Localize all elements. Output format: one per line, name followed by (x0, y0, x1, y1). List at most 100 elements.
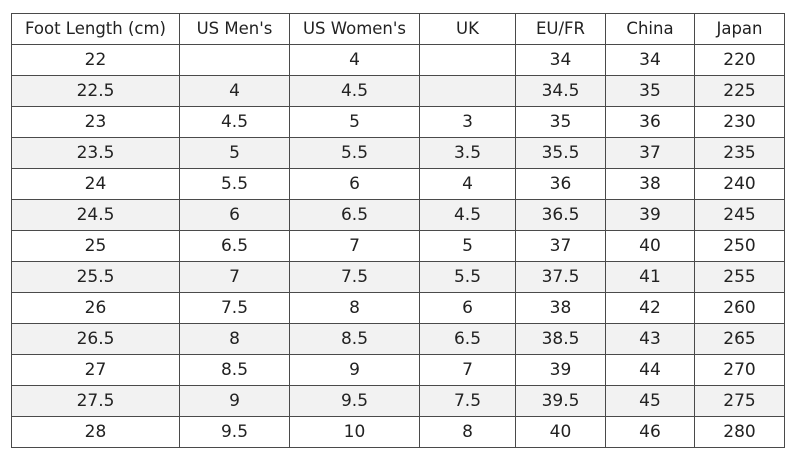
cell-uk (419, 75, 516, 107)
cell-japan: 240 (694, 168, 785, 200)
table-row: 25.5 7 7.5 5.5 37.5 41 255 (11, 261, 785, 293)
cell-china: 43 (605, 323, 695, 355)
cell-china: 36 (605, 106, 695, 138)
cell-foot-length: 23 (11, 106, 180, 138)
table-row: 27 8.5 9 7 39 44 270 (11, 354, 785, 386)
cell-japan: 270 (694, 354, 785, 386)
cell-us-mens: 7 (179, 261, 290, 293)
cell-china: 42 (605, 292, 695, 324)
cell-eu-fr: 39 (515, 354, 606, 386)
cell-foot-length: 26 (11, 292, 180, 324)
cell-foot-length: 24.5 (11, 199, 180, 231)
cell-foot-length: 27.5 (11, 385, 180, 417)
cell-us-womens: 6.5 (289, 199, 420, 231)
table-row: 23 4.5 5 3 35 36 230 (11, 106, 785, 138)
cell-eu-fr: 34 (515, 44, 606, 76)
table-row: 24 5.5 6 4 36 38 240 (11, 168, 785, 200)
cell-china: 34 (605, 44, 695, 76)
cell-japan: 250 (694, 230, 785, 262)
cell-us-mens: 6 (179, 199, 290, 231)
cell-foot-length: 24 (11, 168, 180, 200)
cell-japan: 220 (694, 44, 785, 76)
cell-china: 35 (605, 75, 695, 107)
cell-china: 45 (605, 385, 695, 417)
cell-us-womens: 7 (289, 230, 420, 262)
cell-eu-fr: 36.5 (515, 199, 606, 231)
cell-foot-length: 25 (11, 230, 180, 262)
cell-japan: 280 (694, 416, 785, 448)
table-row: 25 6.5 7 5 37 40 250 (11, 230, 785, 262)
cell-uk: 4 (419, 168, 516, 200)
cell-us-womens: 4.5 (289, 75, 420, 107)
cell-us-mens: 9.5 (179, 416, 290, 448)
cell-japan: 235 (694, 137, 785, 169)
cell-eu-fr: 34.5 (515, 75, 606, 107)
cell-us-womens: 4 (289, 44, 420, 76)
table-row: 27.5 9 9.5 7.5 39.5 45 275 (11, 385, 785, 417)
header-foot-length: Foot Length (cm) (11, 13, 180, 45)
cell-japan: 260 (694, 292, 785, 324)
cell-japan: 265 (694, 323, 785, 355)
cell-eu-fr: 39.5 (515, 385, 606, 417)
cell-eu-fr: 36 (515, 168, 606, 200)
cell-us-mens: 9 (179, 385, 290, 417)
cell-foot-length: 25.5 (11, 261, 180, 293)
cell-china: 39 (605, 199, 695, 231)
table-row: 26.5 8 8.5 6.5 38.5 43 265 (11, 323, 785, 355)
cell-uk: 6.5 (419, 323, 516, 355)
cell-us-womens: 7.5 (289, 261, 420, 293)
cell-eu-fr: 38.5 (515, 323, 606, 355)
cell-us-mens: 8.5 (179, 354, 290, 386)
cell-china: 40 (605, 230, 695, 262)
cell-foot-length: 23.5 (11, 137, 180, 169)
cell-uk: 3 (419, 106, 516, 138)
cell-eu-fr: 37.5 (515, 261, 606, 293)
cell-foot-length: 28 (11, 416, 180, 448)
table-row: 22.5 4 4.5 34.5 35 225 (11, 75, 785, 107)
cell-uk: 5 (419, 230, 516, 262)
cell-china: 41 (605, 261, 695, 293)
cell-china: 46 (605, 416, 695, 448)
cell-us-womens: 5 (289, 106, 420, 138)
cell-uk: 7.5 (419, 385, 516, 417)
cell-us-mens: 6.5 (179, 230, 290, 262)
shoe-size-conversion-table: Foot Length (cm) US Men's US Women's UK … (11, 13, 785, 448)
cell-japan: 230 (694, 106, 785, 138)
cell-us-mens: 4.5 (179, 106, 290, 138)
table-row: 24.5 6 6.5 4.5 36.5 39 245 (11, 199, 785, 231)
cell-us-womens: 8 (289, 292, 420, 324)
header-us-mens: US Men's (179, 13, 290, 45)
header-us-womens: US Women's (289, 13, 420, 45)
cell-uk: 4.5 (419, 199, 516, 231)
cell-us-mens: 8 (179, 323, 290, 355)
header-eu-fr: EU/FR (515, 13, 606, 45)
cell-uk: 5.5 (419, 261, 516, 293)
cell-us-womens: 5.5 (289, 137, 420, 169)
cell-japan: 255 (694, 261, 785, 293)
cell-uk: 7 (419, 354, 516, 386)
cell-japan: 245 (694, 199, 785, 231)
cell-china: 38 (605, 168, 695, 200)
cell-china: 37 (605, 137, 695, 169)
cell-eu-fr: 37 (515, 230, 606, 262)
cell-us-womens: 6 (289, 168, 420, 200)
cell-uk (419, 44, 516, 76)
cell-uk: 6 (419, 292, 516, 324)
table-row: 28 9.5 10 8 40 46 280 (11, 416, 785, 448)
cell-japan: 275 (694, 385, 785, 417)
cell-eu-fr: 38 (515, 292, 606, 324)
header-china: China (605, 13, 695, 45)
cell-us-womens: 9 (289, 354, 420, 386)
cell-china: 44 (605, 354, 695, 386)
cell-foot-length: 22.5 (11, 75, 180, 107)
cell-eu-fr: 35.5 (515, 137, 606, 169)
cell-foot-length: 27 (11, 354, 180, 386)
cell-japan: 225 (694, 75, 785, 107)
cell-us-womens: 10 (289, 416, 420, 448)
table-body: 22 4 34 34 220 22.5 4 4.5 34.5 35 225 23 4.5 5 3 35 36 23… (11, 44, 785, 448)
cell-foot-length: 26.5 (11, 323, 180, 355)
cell-eu-fr: 35 (515, 106, 606, 138)
cell-us-mens: 4 (179, 75, 290, 107)
cell-eu-fr: 40 (515, 416, 606, 448)
cell-us-mens: 5 (179, 137, 290, 169)
